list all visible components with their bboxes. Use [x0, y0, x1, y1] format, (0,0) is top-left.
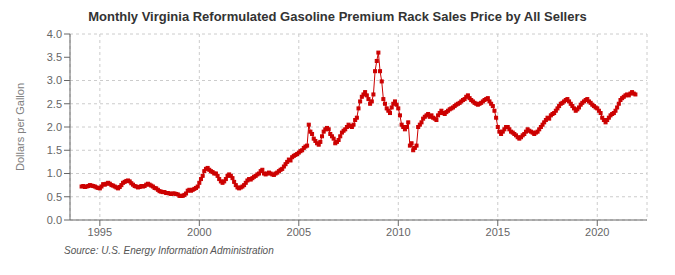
svg-text:2000: 2000: [187, 226, 211, 238]
html-text:Monthly Virginia Reformulated: Monthly Virginia Reformulated Gasoline P…: [88, 9, 587, 24]
svg-text:2.0: 2.0: [47, 121, 62, 133]
svg-text:1995: 1995: [88, 226, 112, 238]
svg-text:3.0: 3.0: [47, 74, 62, 86]
svg-text:3.5: 3.5: [47, 51, 62, 63]
svg-text:4.0: 4.0: [47, 28, 62, 40]
svg-text:2.5: 2.5: [47, 98, 62, 110]
svg-text:1.5: 1.5: [47, 144, 62, 156]
svg-text:2020: 2020: [585, 226, 609, 238]
svg-text:Dollars per Gallon: Dollars per Gallon: [14, 83, 26, 171]
svg-text:0.5: 0.5: [47, 191, 62, 203]
svg-text:2015: 2015: [486, 226, 510, 238]
svg-text:2005: 2005: [287, 226, 311, 238]
svg-text:1.0: 1.0: [47, 167, 62, 179]
html-text:Source: U.S. Energy Informatio: Source: U.S. Energy Information Administ…: [64, 245, 274, 256]
svg-text:0.0: 0.0: [47, 214, 62, 226]
svg-text:2010: 2010: [386, 226, 410, 238]
